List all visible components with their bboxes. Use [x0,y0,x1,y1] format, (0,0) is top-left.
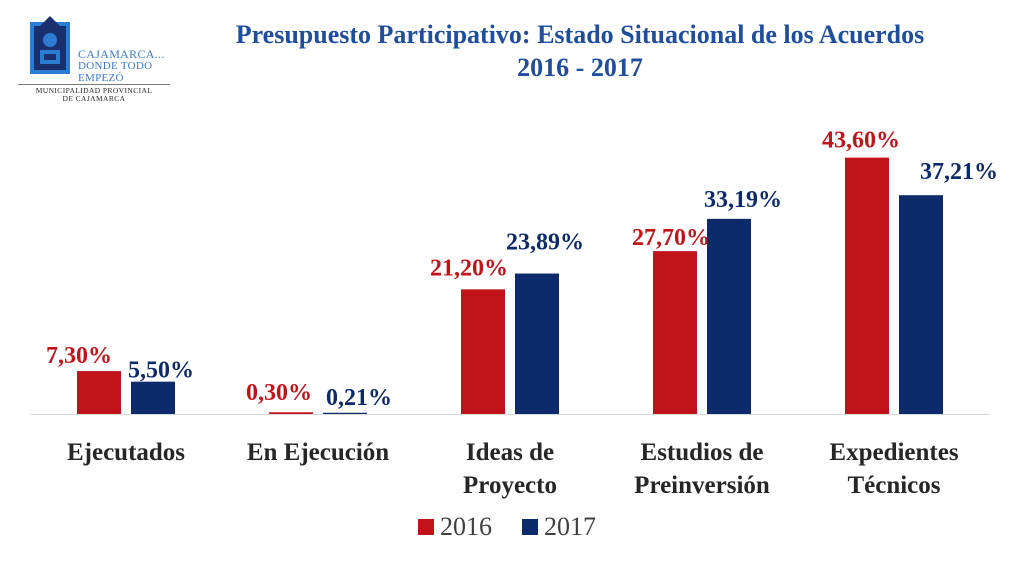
data-label-2017-3: 33,19% [704,187,782,213]
legend-swatch-2017 [522,519,538,535]
data-label-2016-3: 27,70% [632,225,710,251]
logo-subtitle: MUNICIPALIDAD PROVINCIAL DE CAJAMARCA [18,87,170,103]
bar-2017-3 [707,218,751,414]
logo-line-2: DONDE TODO [78,60,153,72]
category-label-4-0: Expedientes [829,439,958,466]
data-label-2017-0: 5,50% [128,358,194,384]
bar-2017-4 [899,195,943,414]
data-label-2016-2: 21,20% [430,255,508,281]
legend-label-2017: 2017 [544,512,596,541]
legend-item-2017: 2017 [522,512,596,542]
logo-sub-line-2: DE CAJAMARCA [62,94,126,103]
bar-2016-0 [77,371,121,414]
bar-2016-4 [845,157,889,414]
data-label-2017-4: 37,21% [920,159,998,185]
chart-title: Presupuesto Participativo: Estado Situac… [235,20,925,49]
bar-2017-1 [323,412,367,414]
bar-2017-0 [131,381,175,414]
category-label-3-1: Preinversión [634,472,770,499]
logo-sub-line-1: MUNICIPALIDAD PROVINCIAL [35,86,153,95]
category-label-0-0: Ejecutados [67,439,185,466]
category-label-1-0: En Ejecución [247,439,389,466]
data-label-2017-1: 0,21% [326,385,392,411]
category-label-3-0: Estudios de [641,439,764,466]
logo-line-1: CAJAMARCA... [78,47,165,61]
category-label-4-1: Técnicos [847,472,940,499]
legend: 2016 2017 [418,512,596,542]
data-label-2017-2: 23,89% [506,230,584,256]
category-label-2-1: Proyecto [463,472,557,499]
data-label-2016-1: 0,30% [246,380,312,406]
coat-of-arms-icon [30,16,70,74]
logo: CAJAMARCA... DONDE TODO EMPEZÓ MUNICIPAL… [18,14,178,104]
bar-2016-3 [653,251,697,414]
logo-text: CAJAMARCA... DONDE TODO EMPEZÓ [78,48,165,84]
bar-2016-2 [461,289,505,414]
category-label-2-0: Ideas de [466,439,554,466]
chart-title-block: Presupuesto Participativo: Estado Situac… [180,18,980,84]
data-label-2016-4: 43,60% [822,128,900,154]
bar-2016-1 [269,412,313,414]
data-label-2016-0: 7,30% [46,343,112,369]
legend-label-2016: 2016 [440,512,492,541]
logo-divider [18,84,170,85]
chart-subtitle: 2016 - 2017 [517,53,643,82]
bar-2017-2 [515,273,559,414]
legend-swatch-2016 [418,519,434,535]
logo-line-3: EMPEZÓ [78,72,124,84]
legend-item-2016: 2016 [418,512,492,542]
